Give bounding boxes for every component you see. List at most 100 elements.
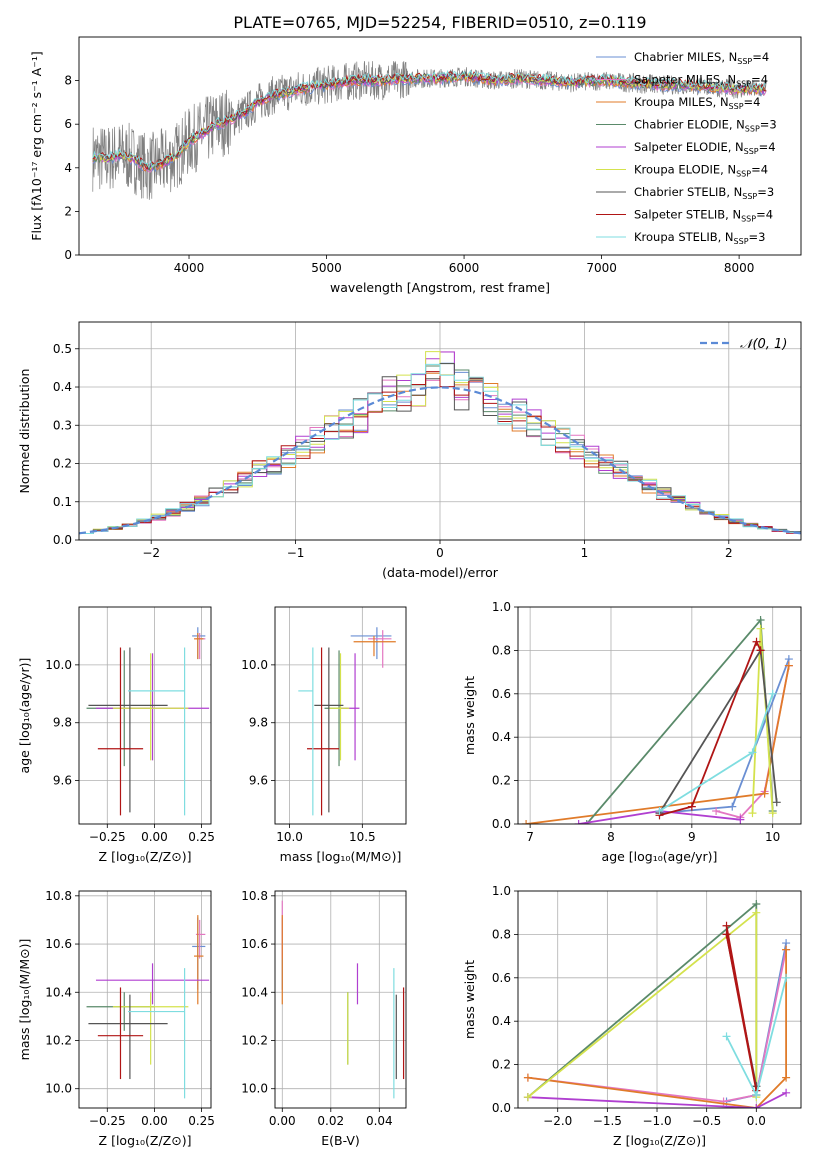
x-axis-label: age [log₁₀(age/yr)] [602, 849, 718, 864]
legend-entry: Kroupa ELODIE, NSSP=4 [634, 163, 768, 179]
series-kroupa-miles [525, 665, 790, 824]
marker-kroupa-miles [782, 945, 791, 954]
marker-chabrier-stelib [772, 798, 781, 807]
errorbar-kroupa-stelib [298, 647, 314, 816]
errorbar-salpeter-elodie [95, 963, 210, 1005]
y-tick-label: 0.0 [53, 533, 72, 547]
errorbar-salpeter-stelib [97, 987, 144, 1080]
marker-kroupa-stelib [782, 973, 791, 982]
marker-kroupa-stelib [752, 1090, 761, 1099]
y-tick-label: 10.4 [45, 985, 72, 999]
x-axis-label: mass [log₁₀(M/M⊙)] [280, 849, 402, 864]
legend-entry: Salpeter STELIB, NSSP=4 [634, 208, 773, 224]
y-tick-label: 0.8 [492, 643, 511, 657]
errorbar-chabrier-stelib [88, 647, 168, 813]
errorbar-kroupa-miles [353, 635, 396, 657]
legend-entry: Salpeter ELODIE, NSSP=4 [634, 140, 776, 156]
y-tick-label: 9.6 [249, 774, 268, 788]
errorbar-chabrier-miles [350, 627, 392, 660]
errorbar-salpeter-miles [368, 630, 392, 668]
axes-frame [78, 606, 212, 825]
x-tick-label: −1 [287, 546, 305, 560]
errorbar-kroupa-elodie [328, 653, 350, 761]
y-axis-label: mass weight [462, 676, 477, 755]
legend-entry: Chabrier ELODIE, NSSP=3 [634, 118, 777, 134]
chart-mass-weight-vs-Z: −2.0 −1.5 −1.0 −0.5 0.0 0.0 0.2 0.4 0.6 0.8 1.0 Z [… [462, 884, 802, 1148]
marker-kroupa-stelib [748, 748, 757, 757]
y-tick-label: 0.3 [53, 418, 72, 432]
y-tick-label: 0.4 [53, 380, 72, 394]
y-tick-label: 1.0 [492, 600, 511, 614]
x-tick-label: 7000 [586, 261, 617, 275]
errorbar-kroupa-miles [194, 915, 204, 1005]
legend-entry: 𝒩(0, 1) [740, 337, 787, 352]
errorbar-salpeter-elodie [95, 653, 210, 761]
x-tick-label: 10.5 [349, 830, 376, 844]
x-tick-label: −1.5 [593, 1114, 622, 1128]
series-kroupa-elodie [527, 910, 758, 1098]
x-tick-label: −0.25 [89, 1114, 126, 1128]
errorbar-chabrier-stelib [314, 647, 344, 813]
axes-frame [517, 890, 802, 1109]
x-tick-label: 0.25 [188, 1114, 215, 1128]
marker-salpeter-stelib [722, 930, 731, 939]
x-tick-label: −1.0 [642, 1114, 671, 1128]
marker-kroupa-elodie [748, 809, 757, 818]
axes-frame [78, 890, 212, 1109]
marker-salpeter-stelib [756, 646, 765, 655]
x-tick-label: 9 [688, 830, 696, 844]
y-tick-label: 0.8 [492, 927, 511, 941]
marker-chabrier-miles [728, 802, 737, 811]
y-tick-label: 0 [64, 248, 72, 262]
model-kroupa-elodie [92, 71, 767, 170]
x-tick-label: −0.5 [692, 1114, 721, 1128]
marker-kroupa-miles [784, 661, 793, 670]
x-tick-label: 0.00 [141, 1114, 168, 1128]
marker-kroupa-elodie [752, 908, 761, 917]
axes-frame [78, 321, 802, 541]
axes-frame [517, 606, 802, 825]
y-tick-label: 6 [64, 117, 72, 131]
axes-frame [274, 890, 407, 1109]
marker-chabrier-elodie [756, 616, 765, 625]
y-tick-label: 10.8 [241, 889, 268, 903]
chart-mass-vs-Z: −0.25 0.00 0.25 10.0 10.2 10.4 10.6 10.8 Z [log₁… [17, 889, 215, 1148]
series-salpeter-miles [527, 949, 787, 1103]
x-axis-label: wavelength [Angstrom, rest frame] [330, 280, 550, 295]
model-kroupa-stelib [92, 69, 767, 169]
axes-frame [78, 36, 802, 256]
marker-kroupa-elodie [768, 809, 777, 818]
chart-residuals: −2 −1 0 1 2 0.0 0.1 0.2 0.3 0.4 0.5 𝒩(0, 1) (data-mo… [17, 321, 802, 580]
y-tick-label: 9.8 [53, 716, 72, 730]
errorbar-kroupa-miles [194, 633, 204, 660]
y-tick-label: 8 [64, 74, 72, 88]
y-tick-label: 2 [64, 204, 72, 218]
errorbar-salpeter-stelib [97, 647, 144, 816]
chart-mass-weight-vs-age: 7 8 9 10 0.0 0.2 0.4 0.6 0.8 1.0 age [log₁₀(age/yr… [462, 600, 802, 864]
y-axis-label: mass weight [462, 960, 477, 1039]
x-tick-label: 0.00 [141, 830, 168, 844]
x-tick-label: 8 [607, 830, 615, 844]
chart-age-vs-mass: 10.0 10.5 9.6 9.8 10.0 mass [log₁₀(M/M⊙)] [241, 606, 407, 864]
figure-title: PLATE=0765, MJD=52254, FIBERID=0510, z=0… [233, 13, 646, 32]
y-axis-label: age [log₁₀(age/yr)] [17, 658, 32, 774]
y-axis-label: Normed distribution [17, 369, 32, 494]
legend-entry: Chabrier STELIB, NSSP=3 [634, 185, 774, 201]
marker-kroupa-elodie [523, 1093, 532, 1102]
y-tick-label: 9.6 [53, 774, 72, 788]
plot-area [522, 616, 793, 824]
x-tick-label: 0.04 [366, 1114, 393, 1128]
x-tick-label: 4000 [174, 261, 205, 275]
marker-kroupa-stelib [722, 1032, 731, 1041]
x-axis-label: Z [log₁₀(Z/Z⊙)] [613, 1133, 706, 1148]
x-tick-label: 0.00 [269, 1114, 296, 1128]
y-tick-label: 10.0 [45, 1082, 72, 1096]
x-axis-label: (data-model)/error [382, 565, 499, 580]
y-tick-label: 10.6 [45, 937, 72, 951]
series-salpeter-stelib [659, 639, 762, 817]
marker-kroupa-miles [782, 1073, 791, 1082]
plot-area [298, 627, 396, 816]
y-tick-label: 10.2 [45, 1033, 72, 1047]
x-tick-label: 0 [436, 546, 444, 560]
x-tick-label: 10.0 [276, 830, 303, 844]
